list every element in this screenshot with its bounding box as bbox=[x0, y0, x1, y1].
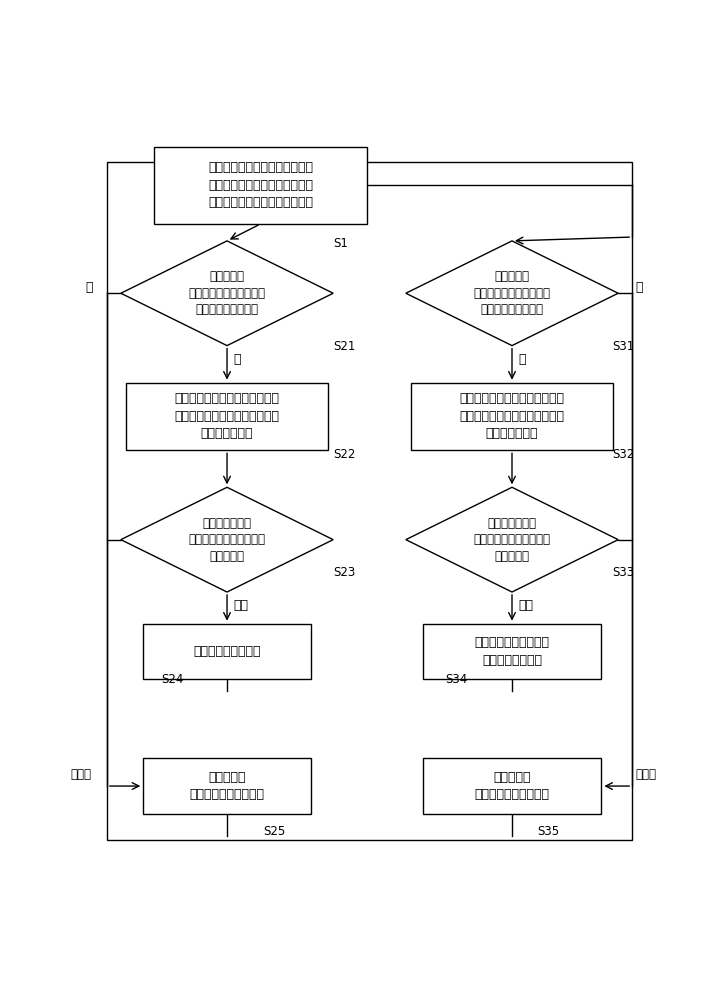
Text: S32: S32 bbox=[613, 448, 634, 461]
Bar bbox=[143, 624, 311, 679]
Text: 不合法: 不合法 bbox=[635, 768, 656, 781]
Polygon shape bbox=[121, 487, 333, 592]
Text: S23: S23 bbox=[333, 566, 355, 579]
Bar bbox=[423, 624, 601, 679]
Text: S31: S31 bbox=[613, 340, 634, 353]
Text: 后台服务器根据
卡片信息检查远距离射频
卡的合法性: 后台服务器根据 卡片信息检查远距离射频 卡的合法性 bbox=[474, 517, 551, 563]
Bar bbox=[154, 147, 367, 224]
Text: S22: S22 bbox=[333, 448, 355, 461]
Text: S24: S24 bbox=[162, 673, 184, 686]
Text: 远距离读卡装置获取远距离射频
卡的卡片信息，并将卡片信息上
传至后台服务器: 远距离读卡装置获取远距离射频 卡的卡片信息，并将卡片信息上 传至后台服务器 bbox=[174, 392, 280, 440]
Text: S21: S21 bbox=[333, 340, 355, 353]
Text: 停车场入口
远距离读卡装置监测是否
读取到远距离射频卡: 停车场入口 远距离读卡装置监测是否 读取到远距离射频卡 bbox=[188, 270, 265, 316]
Text: 后台服务器根据
卡片信息检查远距离射频
卡的合法性: 后台服务器根据 卡片信息检查远距离射频 卡的合法性 bbox=[188, 517, 265, 563]
Text: 是: 是 bbox=[234, 353, 242, 366]
Text: S34: S34 bbox=[445, 673, 467, 686]
Text: 远距离读卡装置获取远距离射频
卡的卡片信息，并将卡片信息上
传至后台服务器: 远距离读卡装置获取远距离射频 卡的卡片信息，并将卡片信息上 传至后台服务器 bbox=[459, 392, 565, 440]
Text: 放行车辆出场并从绑定
的支付账户上扣费: 放行车辆出场并从绑定 的支付账户上扣费 bbox=[474, 636, 549, 667]
Text: S25: S25 bbox=[263, 825, 286, 838]
Bar bbox=[143, 758, 311, 814]
Text: 不合法: 不合法 bbox=[70, 768, 92, 781]
Text: 合法: 合法 bbox=[518, 599, 534, 612]
Text: S33: S33 bbox=[613, 566, 634, 579]
Text: 否: 否 bbox=[635, 281, 642, 294]
Text: 合法: 合法 bbox=[234, 599, 249, 612]
Bar bbox=[423, 758, 601, 814]
Text: 否: 否 bbox=[85, 281, 93, 294]
Text: 停车场出口
远距离读卡装置监测是否
读取到远距离射频卡: 停车场出口 远距离读卡装置监测是否 读取到远距离射频卡 bbox=[474, 270, 551, 316]
Polygon shape bbox=[406, 241, 618, 346]
Bar bbox=[126, 383, 327, 450]
Text: 放行车辆，场内停车: 放行车辆，场内停车 bbox=[193, 645, 261, 658]
Text: 将远距离射频卡与移动终端的支
付账户进行绑定，移动终端将绑
定的支付账户上传至后台服务器: 将远距离射频卡与移动终端的支 付账户进行绑定，移动终端将绑 定的支付账户上传至后… bbox=[208, 161, 313, 209]
Text: 是: 是 bbox=[518, 353, 526, 366]
Bar bbox=[412, 383, 613, 450]
Text: 拦截车辆，
或者通过其他方式出场: 拦截车辆， 或者通过其他方式出场 bbox=[474, 771, 549, 801]
Polygon shape bbox=[406, 487, 618, 592]
Bar bbox=[107, 162, 632, 840]
Text: S1: S1 bbox=[333, 237, 348, 250]
Polygon shape bbox=[121, 241, 333, 346]
Text: 拦截车辆，
或者通过其他方式入场: 拦截车辆， 或者通过其他方式入场 bbox=[190, 771, 265, 801]
Text: S35: S35 bbox=[537, 825, 559, 838]
